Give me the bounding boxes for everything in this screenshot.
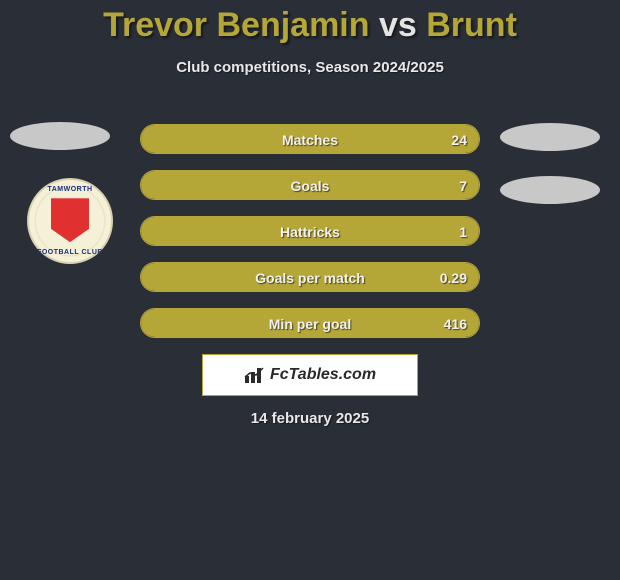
- stat-row-label: Matches: [141, 125, 479, 154]
- stat-row-value: 7: [459, 171, 467, 200]
- stat-row: Goals per match0.29: [140, 262, 480, 292]
- subtitle: Club competitions, Season 2024/2025: [0, 59, 620, 76]
- club-crest: TAMWORTH FOOTBALL CLUB: [27, 178, 113, 264]
- crest-bottom-text: FOOTBALL CLUB: [29, 249, 111, 256]
- branding-label: FcTables.com: [270, 366, 376, 384]
- date-text: 14 february 2025: [0, 410, 620, 427]
- player-b-marker: [500, 123, 600, 151]
- crest-shield: [51, 198, 89, 242]
- stat-row-value: 0.29: [440, 263, 467, 292]
- vs-word: vs: [379, 6, 417, 44]
- stat-row-value: 416: [444, 309, 467, 338]
- player-a-name: Trevor Benjamin: [103, 6, 369, 44]
- bars-icon: [244, 366, 266, 384]
- player-a-marker: [10, 122, 110, 150]
- branding-box: FcTables.com: [202, 354, 418, 396]
- stat-row-label: Min per goal: [141, 309, 479, 338]
- stat-row-label: Goals per match: [141, 263, 479, 292]
- page-title: Trevor Benjamin vs Brunt: [0, 0, 620, 45]
- stat-row: Hattricks1: [140, 216, 480, 246]
- stat-row-value: 24: [451, 125, 467, 154]
- stat-row-label: Goals: [141, 171, 479, 200]
- stat-row-label: Hattricks: [141, 217, 479, 246]
- stat-row: Min per goal416: [140, 308, 480, 338]
- stat-rows: Matches24 Goals7 Hattricks1 Goals per match…: [140, 124, 480, 354]
- crest-top-text: TAMWORTH: [29, 186, 111, 193]
- player-b-marker: [500, 176, 600, 204]
- stat-row: Goals7: [140, 170, 480, 200]
- stat-row-value: 1: [459, 217, 467, 246]
- stat-row: Matches24: [140, 124, 480, 154]
- player-b-name: Brunt: [426, 6, 517, 44]
